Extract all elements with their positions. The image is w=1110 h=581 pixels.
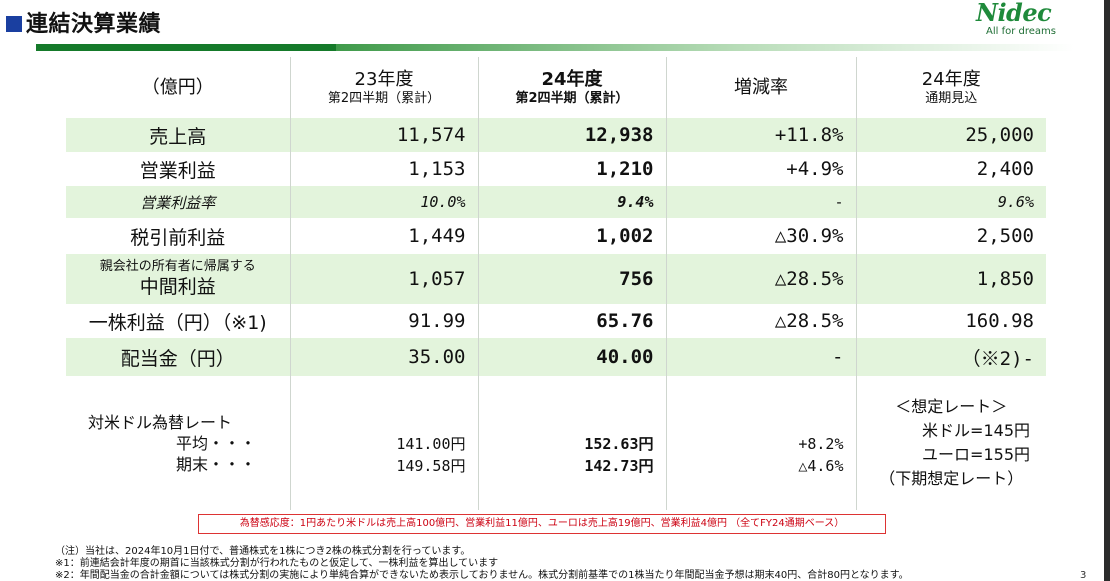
row-label: 一株利益（円）（※1): [88, 311, 267, 334]
value-change: +11.8%: [665, 118, 856, 152]
value-fy24: 1,002: [477, 218, 666, 254]
value-fy23: 91.99: [289, 304, 478, 338]
value-outlook: 2,500: [855, 218, 1046, 254]
footnote: （注）当社は、2024年10月1日付で、普通株式を1株につき2株の株式分割を行っ…: [55, 546, 471, 557]
fx-change: +8.2% △4.6%: [665, 376, 856, 510]
fx-outlook-line: ユーロ=155円: [922, 445, 1030, 464]
row-net-profit: 親会社の所有者に帰属する中間利益 1,057 756 △28.5% 1,850: [66, 254, 1046, 304]
title-square-icon: [6, 16, 22, 32]
fx-fy23-avg: 141.00円: [396, 435, 466, 453]
value-change: +4.9%: [665, 152, 856, 186]
logo-tagline: All for dreams: [986, 26, 1056, 37]
value-fy23: 10.0%: [289, 186, 478, 218]
value-fy23: 11,574: [289, 118, 478, 152]
header-unit: （億円）: [141, 76, 214, 98]
header-fy23: 23年度 第2四半期（累計）: [289, 57, 478, 118]
value-fy24: 756: [477, 254, 666, 304]
value-fy24: 12,938: [477, 118, 666, 152]
fx-change-avg: +8.2%: [798, 435, 844, 453]
value-change: △28.5%: [665, 304, 856, 338]
row-label: 親会社の所有者に帰属する中間利益: [66, 254, 290, 304]
header-fy24: 24年度 第2四半期（累計）: [477, 57, 666, 118]
value-fy23: 1,449: [289, 218, 478, 254]
row-label: 売上高: [66, 118, 290, 152]
results-table: （億円） 23年度 第2四半期（累計） 24年度 第2四半期（累計） 増減率 24年…: [66, 57, 1046, 510]
row-operating-profit: 営業利益 1,153 1,210 +4.9% 2,400: [66, 152, 1046, 186]
fx-change-end: △4.6%: [798, 457, 844, 475]
value-fy23: 35.00: [289, 338, 478, 376]
title-text: 連結決算業績: [26, 12, 162, 37]
row-operating-margin: 営業利益率 10.0% 9.4% - 9.6%: [66, 186, 1046, 218]
row-label: 営業利益率: [66, 186, 290, 218]
value-outlook: （※2)-: [855, 338, 1046, 376]
value-fy24: 1,210: [477, 152, 666, 186]
page-number: 3: [1080, 570, 1087, 581]
header-change: 増減率: [665, 57, 856, 118]
row-dividend: 配当金（円） 35.00 40.00 - （※2)-: [66, 338, 1046, 376]
fx-fy23: 141.00円 149.58円: [289, 376, 478, 510]
footnote: ※1：前連結会計年度の期首に当該株式分割が行われたものと仮定して、一株利益を算出…: [55, 558, 499, 569]
fx-label-cell: 対米ドル為替レート 平均・・・ 期末・・・: [66, 376, 290, 510]
value-fy24: 9.4%: [477, 186, 666, 218]
fx-sensitivity-note: 為替感応度：1円あたり米ドルは売上高100億円、営業利益11億円、ユーロは売上高…: [198, 514, 886, 534]
fx-fy23-end: 149.58円: [396, 457, 466, 475]
row-eps: 一株利益（円）（※1) 91.99 65.76 △28.5% 160.98: [66, 304, 1046, 338]
row-fx-rate: 対米ドル為替レート 平均・・・ 期末・・・ 141.00円 149.58円 152…: [66, 376, 1046, 510]
rule-solid: [36, 44, 336, 51]
window-edge: [1104, 0, 1110, 581]
fx-label: 対米ドル為替レート: [88, 412, 233, 432]
value-fy23: 1,057: [289, 254, 478, 304]
fx-fy24-avg: 152.63円: [584, 435, 654, 453]
footnote: ※2：年間配当金の合計金額については株式分割の実施により単純合算ができないため表…: [55, 570, 909, 581]
value-change: -: [665, 338, 856, 376]
footnotes: （注）当社は、2024年10月1日付で、普通株式を1株につき2株の株式分割を行っ…: [55, 546, 909, 581]
fx-outlook: ＜想定レート＞ 米ドル=145円 ユーロ=155円 （下期想定レート）: [855, 376, 1046, 510]
value-change: △28.5%: [665, 254, 856, 304]
fx-avg-label: 平均・・・: [176, 433, 257, 453]
fx-fy24: 152.63円 142.73円: [477, 376, 666, 510]
fx-outlook-line: 米ドル=145円: [922, 421, 1030, 440]
value-outlook: 1,850: [855, 254, 1046, 304]
value-outlook: 2,400: [855, 152, 1046, 186]
fx-end-label: 期末・・・: [176, 454, 257, 474]
value-outlook: 160.98: [855, 304, 1046, 338]
header-row: （億円） 23年度 第2四半期（累計） 24年度 第2四半期（累計） 増減率 24年…: [66, 57, 1046, 118]
value-outlook: 9.6%: [855, 186, 1046, 218]
header-outlook: 24年度 通期見込: [855, 57, 1046, 118]
title-rule: [36, 44, 1074, 51]
nidec-logo: Nidec All for dreams: [976, 0, 1086, 40]
value-fy24: 40.00: [477, 338, 666, 376]
rule-gradient: [336, 44, 1074, 51]
fx-outlook-line: （下期想定レート）: [879, 469, 1024, 488]
slide-title: 連結決算業績: [6, 6, 161, 38]
fx-fy24-end: 142.73円: [584, 457, 654, 475]
value-fy23: 1,153: [289, 152, 478, 186]
logo-mark: Nidec: [976, 0, 1052, 27]
row-sales: 売上高 11,574 12,938 +11.8% 25,000: [66, 118, 1046, 152]
value-change: △30.9%: [665, 218, 856, 254]
row-label: 税引前利益: [130, 226, 226, 249]
fx-outlook-line: ＜想定レート＞: [895, 397, 1008, 416]
value-outlook: 25,000: [855, 118, 1046, 152]
row-label-main: 中間利益: [139, 276, 216, 298]
value-change: -: [665, 186, 856, 218]
row-pretax-profit: 税引前利益 1,449 1,002 △30.9% 2,500: [66, 218, 1046, 254]
row-label: 配当金（円）: [66, 338, 290, 376]
value-fy24: 65.76: [477, 304, 666, 338]
row-label: 営業利益: [139, 159, 216, 182]
row-label-small: 親会社の所有者に帰属する: [99, 259, 256, 274]
